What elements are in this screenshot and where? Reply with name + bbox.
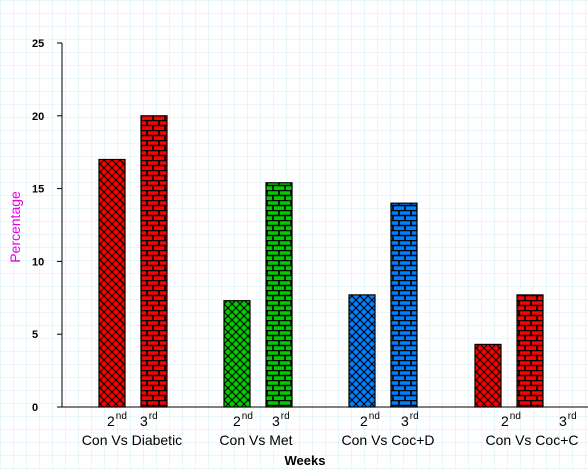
week-label: 3rd xyxy=(140,411,158,429)
y-axis-label: Percentage xyxy=(7,191,23,263)
y-tick-label: 25 xyxy=(32,38,44,50)
week-label: 3rd xyxy=(559,411,577,429)
bar-3rd-group-1 xyxy=(140,115,168,408)
bar-2nd-group-3 xyxy=(348,294,376,408)
bar-2nd-group-2 xyxy=(223,300,251,408)
week-label: 2nd xyxy=(107,411,127,429)
bar-3rd-group-2 xyxy=(265,182,293,408)
y-tick-label: 15 xyxy=(32,184,44,196)
group-label: Con Vs Met xyxy=(219,432,292,448)
y-tick-label: 20 xyxy=(32,111,44,123)
y-tick-label: 10 xyxy=(32,256,44,268)
bar-3rd-group-3 xyxy=(390,202,418,408)
week-label: 2nd xyxy=(360,411,380,429)
y-tick-label: 5 xyxy=(32,329,38,341)
week-label: 2nd xyxy=(233,411,253,429)
group-label: Con Vs Diabetic xyxy=(82,432,182,448)
y-tick-label: 0 xyxy=(32,402,38,414)
week-label: 3rd xyxy=(272,411,290,429)
bar-2nd-group-4 xyxy=(474,343,502,408)
week-label: 3rd xyxy=(401,411,419,429)
group-label: Con Vs Coc+C xyxy=(486,432,579,448)
bar-3rd-group-4 xyxy=(516,294,544,408)
week-label: 2nd xyxy=(501,411,521,429)
group-label: Con Vs Coc+D xyxy=(342,432,435,448)
bar-2nd-group-1 xyxy=(98,158,126,408)
x-axis-label: Weeks xyxy=(285,453,326,468)
